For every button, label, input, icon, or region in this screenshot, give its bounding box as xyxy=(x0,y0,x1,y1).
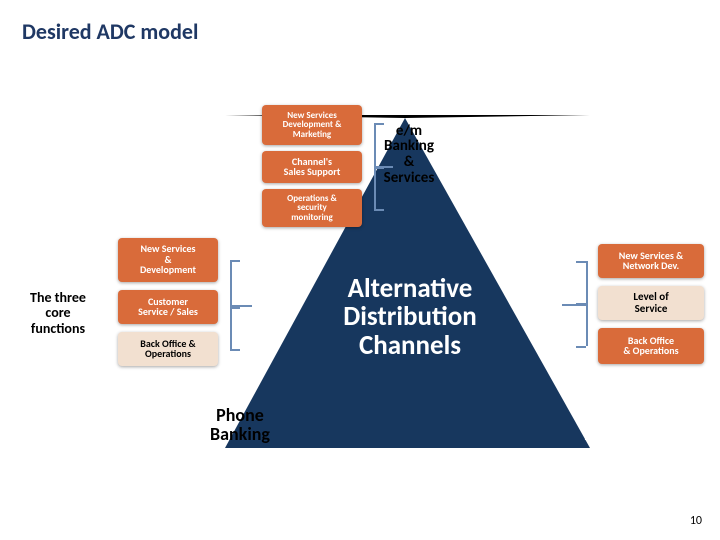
connector-v xyxy=(586,261,588,346)
connector-h xyxy=(374,123,384,125)
connector-h xyxy=(230,307,240,309)
corner-top: e/mBanking&Services xyxy=(370,115,448,195)
connector-h xyxy=(562,304,586,306)
connector-h xyxy=(230,349,240,351)
box-top-0: New ServicesDevelopment &Marketing xyxy=(262,105,362,145)
page-number: 10 xyxy=(690,514,702,528)
slide-title: Desired ADC model xyxy=(22,18,198,45)
connector-h xyxy=(576,346,586,348)
box-left-1: CustomerService / Sales xyxy=(118,290,218,324)
triangle-center-text: AlternativeDistributionChannels xyxy=(310,275,510,360)
box-left-0: New Services&Development xyxy=(118,238,218,282)
box-right-2: Back Office& Operations xyxy=(598,328,704,364)
side-label: The threecorefunctions xyxy=(18,290,98,336)
box-right-0: New Services &Network Dev. xyxy=(598,244,704,278)
box-top-1: Channel'sSales Support xyxy=(262,151,362,183)
connector-h xyxy=(374,166,393,168)
connector-h xyxy=(374,209,384,211)
connector-h xyxy=(230,260,240,262)
corner-right: ATMAPS xyxy=(560,400,640,450)
connector-h xyxy=(576,261,586,263)
connector-h xyxy=(230,305,252,307)
box-left-2: Back Office &Operations xyxy=(118,332,218,366)
box-top-2: Operations &securitymonitoring xyxy=(262,189,362,227)
box-right-1: Level ofService xyxy=(598,286,704,320)
slide: Desired ADC model The threecorefunctions… xyxy=(0,0,720,540)
corner-left: PhoneBanking xyxy=(190,400,290,450)
